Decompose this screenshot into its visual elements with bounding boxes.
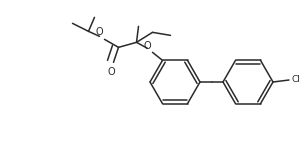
Text: O: O bbox=[144, 41, 152, 51]
Text: O: O bbox=[96, 27, 104, 37]
Text: O: O bbox=[108, 67, 115, 77]
Text: Cl: Cl bbox=[291, 75, 300, 84]
